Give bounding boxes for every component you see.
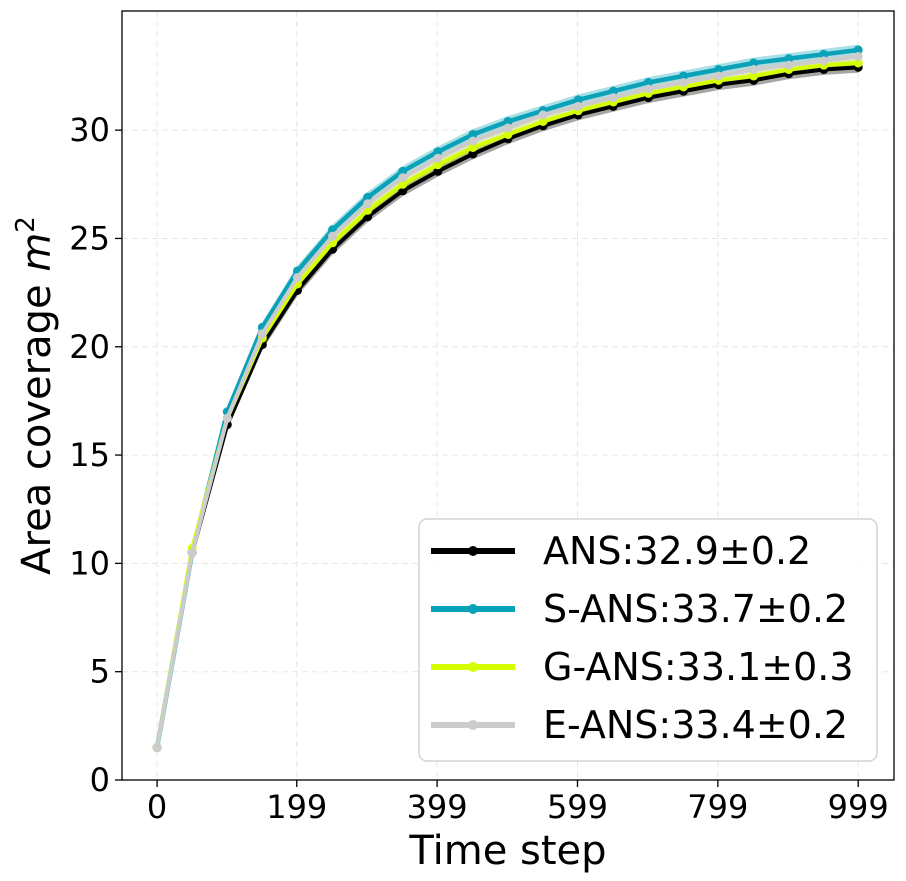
data-point <box>749 64 759 74</box>
y-tick-label: 0 <box>90 761 110 799</box>
y-axis-unit-exponent: 2 <box>11 216 41 233</box>
legend-label: G-ANS:33.1±0.3 <box>543 645 854 689</box>
y-tick-label: 25 <box>69 219 110 257</box>
data-point <box>292 272 302 282</box>
data-point <box>363 192 373 202</box>
y-axis-title-text: Area coverage <box>14 284 60 574</box>
legend-label: E-ANS:33.4±0.2 <box>543 703 848 747</box>
legend-box <box>418 518 878 762</box>
data-point <box>187 548 197 558</box>
data-point <box>468 136 478 146</box>
data-point <box>819 56 829 66</box>
data-point <box>468 149 478 159</box>
data-point <box>538 116 548 126</box>
x-tick-label: 399 <box>407 788 468 826</box>
y-tick-label: 5 <box>90 653 110 691</box>
data-point <box>643 84 653 94</box>
legend-marker <box>468 604 478 614</box>
legend-marker <box>468 662 478 672</box>
x-axis-ticks: 0 199 399 599 799 999 <box>147 780 889 826</box>
y-tick-label: 30 <box>69 111 110 149</box>
data-point <box>503 129 513 139</box>
y-tick-label: 10 <box>69 544 110 582</box>
data-point <box>398 179 408 189</box>
data-point <box>784 60 794 70</box>
data-point <box>152 743 162 753</box>
data-point <box>363 199 373 209</box>
legend-label: S-ANS:33.7±0.2 <box>543 587 848 631</box>
x-tick-label: 0 <box>147 788 167 826</box>
x-tick-label: 599 <box>547 788 608 826</box>
series-lines <box>152 45 863 753</box>
data-point <box>819 49 829 59</box>
data-point <box>853 51 863 61</box>
data-point <box>398 166 408 176</box>
data-point <box>222 413 232 423</box>
data-point <box>643 77 653 87</box>
data-point <box>853 58 863 68</box>
data-point <box>398 173 408 183</box>
data-point <box>784 54 794 64</box>
y-axis-title-space <box>14 272 60 285</box>
y-axis-unit-base: m <box>14 233 60 272</box>
data-point <box>468 142 478 152</box>
data-point <box>538 110 548 120</box>
data-point <box>433 160 443 170</box>
data-point <box>433 153 443 163</box>
y-axis-ticks: 0 5 10 15 20 25 30 <box>69 111 122 799</box>
data-point <box>749 58 759 68</box>
x-axis-title: Time step <box>408 828 606 874</box>
data-point <box>678 71 688 81</box>
data-point <box>433 166 443 176</box>
x-tick-label: 199 <box>266 788 327 826</box>
legend-marker <box>468 720 478 730</box>
data-point <box>468 129 478 139</box>
data-point <box>608 86 618 96</box>
x-tick-label: 999 <box>828 788 889 826</box>
data-point <box>503 116 513 126</box>
y-tick-label: 20 <box>69 328 110 366</box>
data-point <box>328 231 338 241</box>
data-point <box>678 77 688 87</box>
legend-label: ANS:32.9±0.2 <box>543 529 811 573</box>
x-tick-label: 799 <box>687 788 748 826</box>
data-point <box>573 101 583 111</box>
data-point <box>853 45 863 55</box>
legend-marker <box>468 546 478 556</box>
data-point <box>608 93 618 103</box>
data-point <box>714 64 724 74</box>
plot-frame <box>121 10 895 781</box>
data-point <box>573 95 583 105</box>
data-point <box>398 186 408 196</box>
data-point <box>714 71 724 81</box>
data-point <box>503 123 513 133</box>
data-point <box>257 329 267 339</box>
data-point <box>749 71 759 81</box>
legend: ANS:32.9±0.2 S-ANS:33.7±0.2 G-ANS:33.1±0.3… <box>418 518 878 762</box>
y-tick-label: 15 <box>69 436 110 474</box>
data-point <box>433 147 443 157</box>
y-axis-title: Area coverage m2 <box>11 216 60 575</box>
